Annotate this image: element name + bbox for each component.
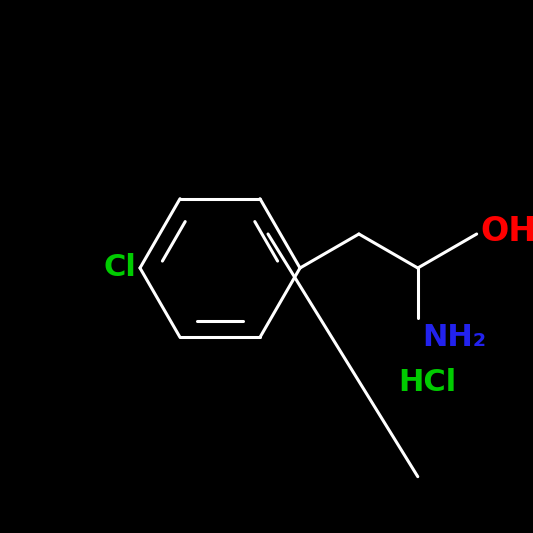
Text: Cl: Cl — [103, 254, 136, 282]
Text: NH₂: NH₂ — [422, 323, 486, 352]
Text: HCl: HCl — [398, 368, 456, 397]
Text: OH: OH — [481, 215, 533, 248]
